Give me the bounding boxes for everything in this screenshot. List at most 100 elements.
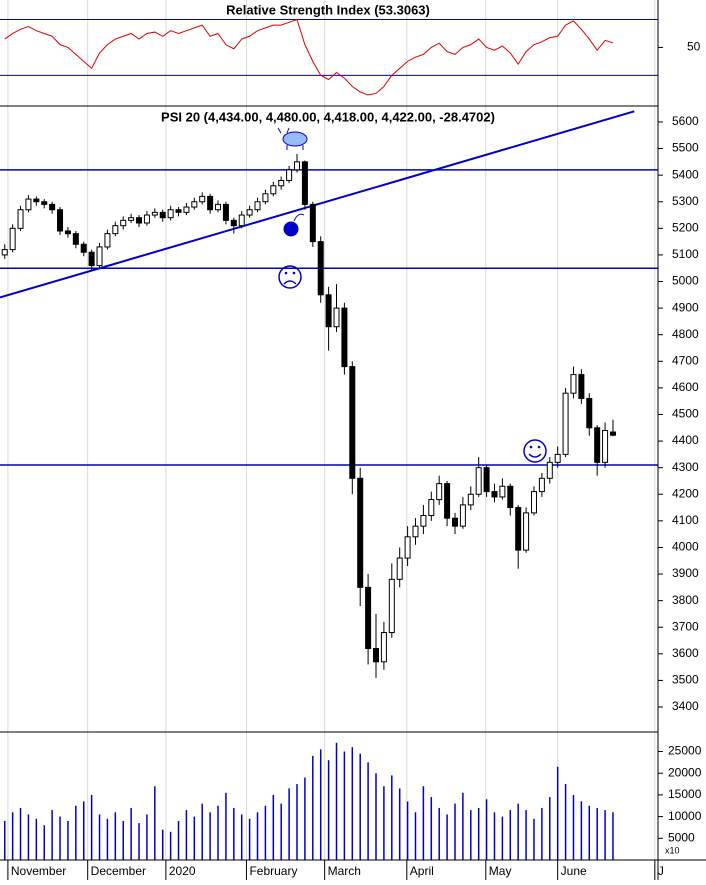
- candle-body: [112, 225, 119, 235]
- candle-body: [270, 185, 277, 195]
- candle-body: [357, 477, 364, 588]
- candle-body: [230, 219, 237, 227]
- candle-body: [412, 525, 419, 538]
- candle-body: [104, 233, 111, 248]
- y-tick-label: 4900: [672, 300, 699, 314]
- bull-icon: [277, 127, 308, 150]
- candle-body: [475, 467, 482, 495]
- sad-face-icon: [278, 265, 302, 289]
- candle-body: [562, 392, 569, 455]
- candle-body: [333, 307, 340, 328]
- y-tick-label: 5600: [672, 114, 699, 128]
- candle-body: [515, 507, 522, 551]
- candle-body: [278, 179, 285, 187]
- candle-body: [215, 203, 222, 211]
- candle-body: [546, 461, 553, 479]
- y-tick-label: 15000: [668, 787, 702, 801]
- candle-body: [167, 209, 174, 219]
- y-tick-label: 3500: [672, 673, 699, 687]
- candle-body: [64, 230, 71, 235]
- candle-body: [499, 485, 506, 498]
- candle-body: [80, 243, 87, 253]
- candle-body: [388, 578, 395, 634]
- candle-body: [317, 241, 324, 296]
- candle-body: [420, 515, 427, 527]
- candle-body: [238, 214, 245, 227]
- y-tick-label: 4000: [672, 540, 699, 554]
- x-tick-label: June: [561, 864, 587, 878]
- candle-body: [294, 161, 301, 171]
- candle-body: [33, 198, 40, 203]
- bomb-icon: [283, 213, 305, 237]
- y-tick-label: 5000: [672, 274, 699, 288]
- y-tick-label: 4300: [672, 460, 699, 474]
- candle-body: [570, 374, 577, 394]
- candle-body: [246, 209, 253, 216]
- candle-body: [459, 504, 466, 527]
- candle-body: [49, 203, 56, 211]
- y-tick-label: 25000: [668, 744, 702, 758]
- y-tick-label: 4100: [672, 513, 699, 527]
- x-tick-label: February: [249, 864, 297, 878]
- candle-body: [207, 195, 214, 211]
- candle-body: [9, 227, 16, 251]
- y-tick-label: 50: [687, 40, 701, 54]
- candle-body: [96, 246, 103, 267]
- y-tick-label: 4600: [672, 380, 699, 394]
- candle-body: [428, 499, 435, 517]
- candle-body: [538, 477, 545, 493]
- y-tick-label: 3400: [672, 699, 699, 713]
- smiley-icon: [523, 439, 547, 463]
- candle-body: [594, 427, 601, 463]
- candle-body: [436, 483, 443, 501]
- y-tick-label: 5500: [672, 141, 699, 155]
- x-tick-label: April: [410, 864, 434, 878]
- candle-body: [199, 195, 206, 203]
- candle-body: [380, 632, 387, 663]
- y-tick-label: 3700: [672, 619, 699, 633]
- candle-body: [444, 483, 451, 519]
- x-tick-label: May: [489, 864, 512, 878]
- y-tick-label: 5100: [672, 247, 699, 261]
- candle-body: [301, 161, 308, 205]
- y-tick-label: 4800: [672, 327, 699, 341]
- candle-body: [609, 431, 616, 436]
- candle-body: [159, 211, 166, 219]
- y-tick-label: 3800: [672, 593, 699, 607]
- candle-body: [1, 249, 8, 256]
- trend-line: [0, 110, 635, 299]
- candle-body: [17, 209, 24, 229]
- candle-body: [341, 307, 348, 368]
- candle-body: [183, 206, 190, 213]
- y-tick-label: 5300: [672, 194, 699, 208]
- y-tick-label: 5200: [672, 220, 699, 234]
- y-tick-label: 3600: [672, 646, 699, 660]
- candle-body: [41, 201, 48, 205]
- candle-body: [602, 429, 609, 463]
- x-tick-label: J: [658, 864, 664, 878]
- candle-body: [554, 453, 561, 463]
- candle-body: [191, 201, 198, 208]
- y-tick-label: 4200: [672, 486, 699, 500]
- y-tick-label: 20000: [668, 765, 702, 779]
- candle-body: [136, 217, 143, 224]
- chart-title: PSI 20 (4,434.00, 4,480.00, 4,418.00, 4,…: [161, 109, 495, 124]
- candle-body: [120, 219, 127, 227]
- candle-body: [88, 251, 95, 267]
- x-tick-label: November: [11, 864, 66, 878]
- y-tick-label: 5000: [668, 830, 695, 844]
- x-tick-label: March: [328, 864, 361, 878]
- candle-body: [222, 203, 229, 221]
- candle-body: [72, 233, 79, 245]
- candle-body: [467, 493, 474, 506]
- candle-body: [254, 201, 261, 211]
- marks: [0, 18, 658, 860]
- candle-body: [491, 491, 498, 498]
- candle-body: [25, 198, 32, 211]
- candle-body: [507, 485, 514, 509]
- candle-body: [151, 211, 158, 216]
- candle-body: [57, 209, 64, 232]
- candle-body: [128, 217, 135, 221]
